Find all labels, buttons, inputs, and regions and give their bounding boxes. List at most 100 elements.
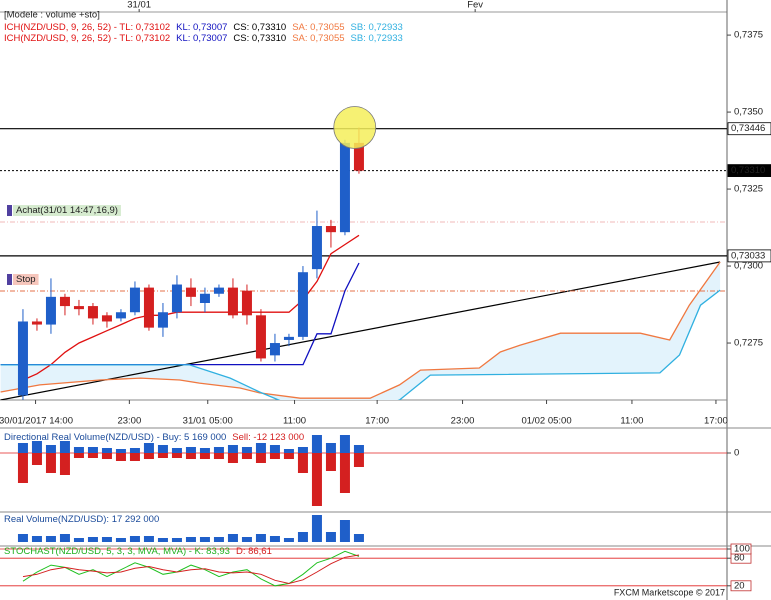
x-tick-label: 23:00 — [117, 416, 141, 427]
bar — [101, 448, 112, 453]
order-icon — [7, 205, 12, 217]
price-box — [727, 249, 771, 263]
bar — [185, 453, 196, 459]
candle-body — [157, 312, 168, 328]
y-tick-label: 20 — [734, 580, 745, 591]
legend-part: SA: 0,73055 — [292, 33, 344, 44]
bar — [339, 435, 350, 453]
bar — [171, 448, 182, 453]
bar — [87, 453, 98, 458]
x-tick-label: Fev — [467, 0, 483, 11]
legend-part: Sell: -12 123 000 — [232, 432, 304, 443]
bar — [227, 534, 238, 542]
highlight-circle — [333, 106, 377, 149]
bar — [311, 515, 322, 542]
bar — [129, 453, 140, 461]
bar — [17, 453, 28, 483]
candle-body — [353, 142, 364, 171]
candle-body — [59, 296, 70, 307]
bar — [115, 449, 126, 453]
price-box — [727, 164, 771, 177]
candle-body — [143, 287, 154, 328]
legend-part: CS: 0,73310 — [233, 22, 286, 33]
candle-body — [269, 343, 280, 356]
legend-part: SA: 0,73055 — [292, 22, 344, 33]
y-tick-label: 100 — [734, 544, 750, 555]
bar — [353, 534, 364, 542]
x-tick-label: 01/02 05:00 — [521, 416, 571, 427]
candle-body — [227, 287, 238, 316]
candle-body — [45, 296, 56, 325]
bar — [31, 453, 42, 465]
bar — [283, 538, 294, 542]
candle-body — [17, 321, 28, 396]
y-tick-label: 0,7300 — [734, 261, 763, 272]
candle-body — [339, 142, 350, 233]
candle-body — [185, 287, 196, 297]
x-tick-label: 11:00 — [620, 416, 643, 427]
bar — [157, 538, 168, 542]
y-tick-label: 0,7375 — [734, 30, 763, 41]
stochastic-line — [22, 550, 360, 587]
bar — [115, 453, 126, 461]
bar — [199, 448, 210, 453]
x-tick-label: 17:00 — [704, 416, 728, 427]
legend-text: Directional Real Volume(NZD/USD) - Buy: … — [4, 432, 304, 443]
bar — [157, 445, 168, 453]
candle-body — [87, 306, 98, 319]
bar — [339, 453, 350, 493]
order-icon — [7, 273, 12, 285]
x-tick-label: 31/01 — [127, 0, 151, 11]
bar — [185, 447, 196, 453]
price-label: 0,73310 — [731, 165, 765, 176]
bar — [185, 537, 196, 542]
y-tick-label: 80 — [734, 553, 745, 564]
bar — [45, 453, 56, 473]
directional-volume-panel — [0, 435, 727, 506]
trendline — [0, 261, 721, 400]
legend-part: ICH(NZD/USD, 9, 26, 52) - TL: 0,73102 — [4, 22, 170, 33]
order-label-bg — [13, 205, 121, 217]
bar — [241, 453, 252, 459]
candle-body — [213, 287, 224, 294]
candle-body — [101, 315, 112, 322]
bar — [87, 447, 98, 453]
bar — [45, 445, 56, 453]
bar — [297, 453, 308, 473]
bar — [255, 453, 266, 463]
legend-text: ICH(NZD/USD, 9, 26, 52) - TL: 0,73102 KL:… — [4, 33, 403, 44]
candle-body — [311, 226, 322, 270]
legend-part: ICH(NZD/USD, 9, 26, 52) - TL: 0,73102 — [4, 33, 170, 44]
candle-body — [171, 284, 182, 313]
legend-part: SB: 0,72933 — [351, 22, 403, 33]
x-tick-label: 17:00 — [365, 416, 389, 427]
price-label: 0,73033 — [731, 250, 765, 261]
bar — [283, 449, 294, 453]
stochastic-panel — [0, 548, 727, 587]
y-tick-label: 0 — [734, 448, 739, 459]
candle-body — [115, 312, 126, 319]
bar — [353, 445, 364, 453]
bar — [73, 538, 84, 542]
price-panel — [0, 106, 727, 400]
bar — [325, 453, 336, 471]
bar — [59, 453, 70, 475]
bar — [31, 536, 42, 542]
candle-body — [255, 315, 266, 359]
bar — [17, 534, 28, 542]
bar — [87, 537, 98, 542]
bar — [73, 447, 84, 453]
order-label-bg — [13, 273, 39, 285]
bar — [59, 441, 70, 453]
candle-body — [325, 226, 336, 233]
tick-box — [730, 543, 752, 555]
real-volume-panel — [17, 515, 364, 542]
candle-body — [129, 287, 140, 313]
bar — [17, 443, 28, 453]
candle-body — [297, 272, 308, 337]
bar — [213, 447, 224, 453]
y-tick-label: 0,7325 — [734, 184, 763, 195]
